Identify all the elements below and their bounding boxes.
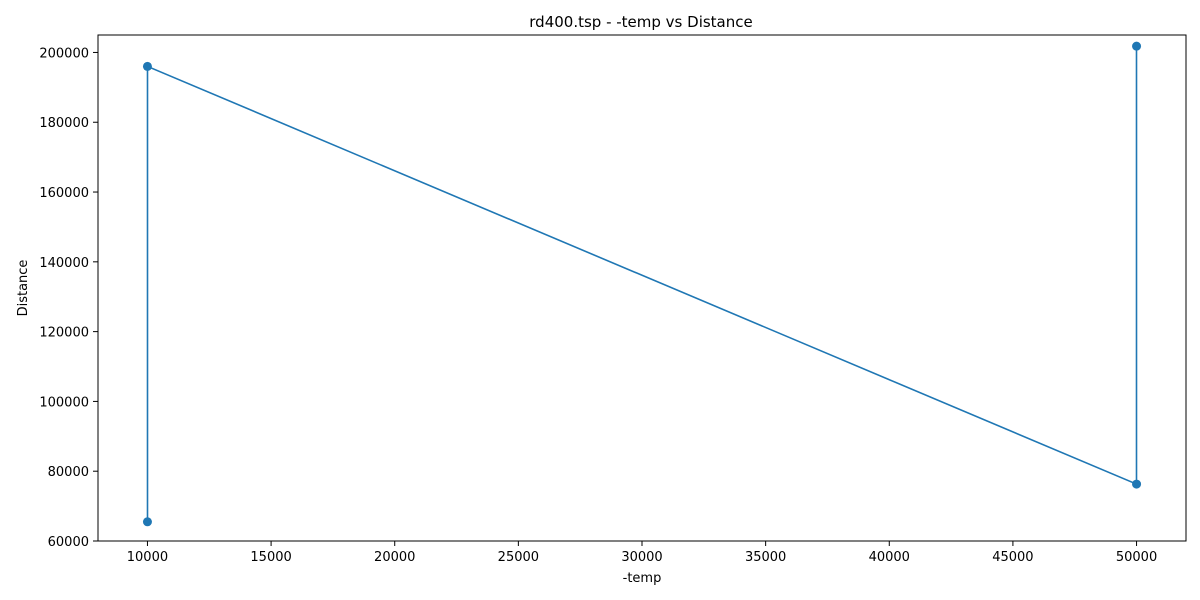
y-tick-label: 160000 xyxy=(39,186,89,201)
plot-frame xyxy=(97,34,1187,542)
y-tick-label: 140000 xyxy=(39,256,89,271)
y-tick-label: 200000 xyxy=(39,46,89,61)
y-axis: 60000 80000 100000 120000 140000 160000 180000… xyxy=(39,46,98,550)
x-axis-title: -temp xyxy=(623,571,662,586)
y-tick-label: 80000 xyxy=(48,465,89,480)
y-tick-label: 60000 xyxy=(48,535,89,550)
x-tick-label: 25000 xyxy=(498,550,539,565)
x-tick-label: 10000 xyxy=(127,550,168,565)
plot-area: 10000 15000 20000 25000 30000 35000 40000 45000… xyxy=(39,34,1187,565)
x-tick-label: 45000 xyxy=(992,550,1033,565)
x-tick-label: 40000 xyxy=(869,550,910,565)
x-tick-label: 20000 xyxy=(374,550,415,565)
x-tick-label: 30000 xyxy=(621,550,662,565)
data-point xyxy=(142,517,152,527)
y-tick-label: 100000 xyxy=(39,395,89,410)
series-line xyxy=(146,46,1138,522)
series-points xyxy=(142,41,1142,527)
y-tick-label: 120000 xyxy=(39,326,89,341)
x-tick-label: 35000 xyxy=(745,550,786,565)
x-axis: 10000 15000 20000 25000 30000 35000 40000 45000… xyxy=(127,541,1157,565)
chart-title: rd400.tsp - -temp vs Distance xyxy=(529,13,752,31)
x-tick-label: 15000 xyxy=(250,550,291,565)
y-axis-title: Distance xyxy=(16,260,31,317)
data-point xyxy=(1132,41,1142,51)
data-point xyxy=(1132,479,1142,489)
data-point xyxy=(142,61,152,71)
x-tick-label: 50000 xyxy=(1116,550,1157,565)
y-tick-label: 180000 xyxy=(39,116,89,131)
